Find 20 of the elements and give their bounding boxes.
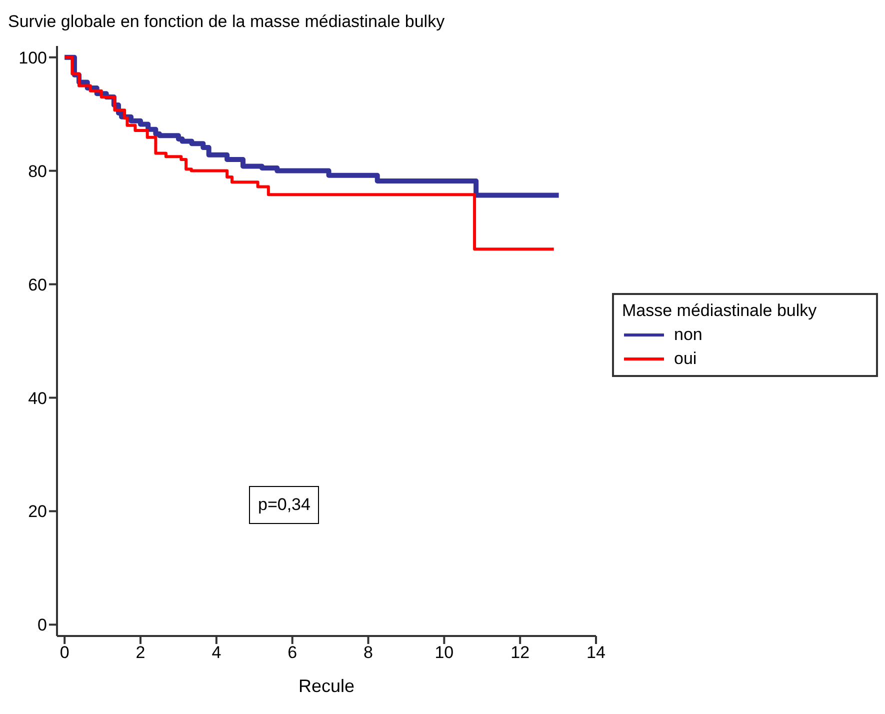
x-tick-label: 8 <box>364 643 373 662</box>
y-tick-label: 40 <box>28 388 47 408</box>
x-tick-label: 0 <box>60 643 70 662</box>
x-tick-label: 4 <box>212 643 222 662</box>
x-tick-label: 6 <box>288 643 298 662</box>
x-tick-label: 14 <box>586 643 606 662</box>
x-tick-label: 10 <box>434 643 454 662</box>
y-tick-label: 60 <box>28 275 47 294</box>
x-tick-label: 2 <box>136 643 146 662</box>
y-tick-label: 0 <box>38 616 47 635</box>
y-tick-label: 100 <box>18 48 47 68</box>
y-tick-label: 80 <box>28 162 47 181</box>
chart-title: Survie globale en fonction de la masse médiastinale bulky <box>8 12 445 32</box>
legend-title: Masse médiastinale bulky <box>622 301 818 321</box>
legend-label: oui <box>674 349 697 369</box>
y-tick-label: 20 <box>28 502 47 522</box>
x-tick-label: 12 <box>510 643 530 662</box>
annotation: p=0,34 <box>249 486 320 524</box>
x-axis-title: Recule <box>298 676 355 696</box>
legend-label: non <box>674 325 702 345</box>
